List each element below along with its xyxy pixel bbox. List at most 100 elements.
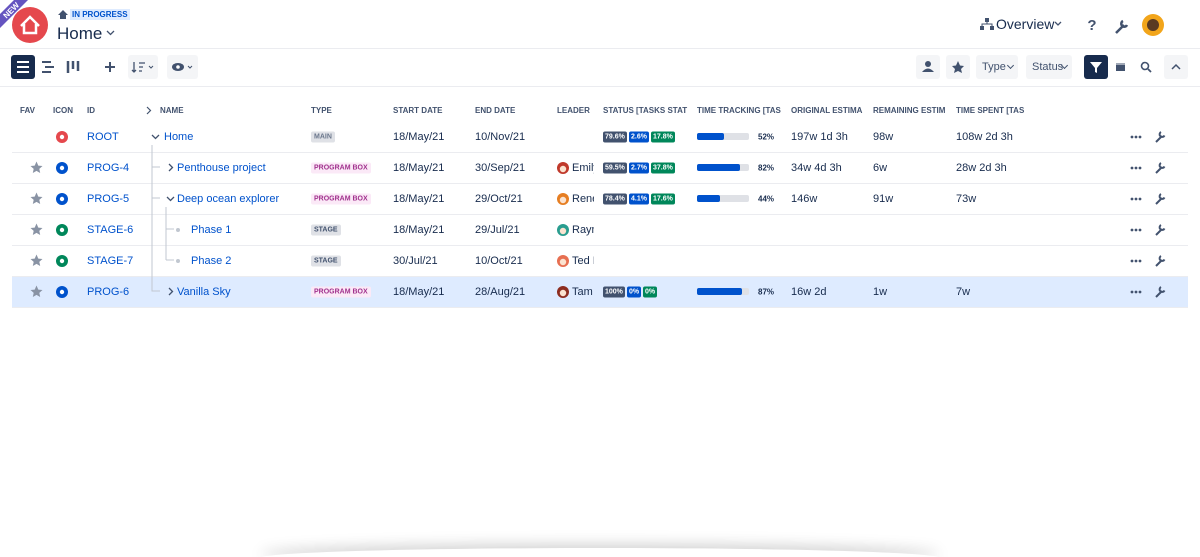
end-date: 10/Nov/21 — [475, 131, 526, 143]
column-header: TYPE — [311, 106, 332, 115]
item-id[interactable]: ROOT — [87, 131, 119, 143]
tree-dot — [176, 259, 180, 263]
item-id[interactable]: PROG-4 — [87, 162, 130, 174]
expand-chevron[interactable] — [166, 287, 175, 296]
view-switcher[interactable]: Overview — [996, 16, 1055, 32]
table-row[interactable]: PROG-5 Deep ocean explorer PROGRAM BOX 18/M… — [12, 184, 1188, 215]
item-icon — [56, 286, 68, 298]
table-row[interactable]: PROG-4 Penthouse project PROGRAM BOX 18/May… — [12, 153, 1188, 184]
hierarchy-icon — [980, 18, 994, 30]
status-badge: 2.7% — [629, 162, 649, 174]
progress-track — [697, 164, 749, 171]
type-badge: PROGRAM BOX — [311, 162, 371, 174]
leader-name: Ted I — [572, 255, 594, 267]
row-actions[interactable] — [1128, 222, 1170, 238]
table-row[interactable]: STAGE-7 Phase 2 STAGE 30/Jul/21 10/Oct/21 Ted… — [12, 246, 1188, 277]
table-row[interactable]: PROG-6 Vanilla Sky PROGRAM BOX 18/May/21 28/… — [12, 277, 1188, 308]
item-name[interactable]: Phase 1 — [191, 224, 232, 236]
leader-avatar — [557, 255, 569, 267]
filter-button[interactable]: Type — [976, 55, 1018, 79]
original-time: 146w — [791, 193, 818, 205]
status-badge: 79.6% — [603, 131, 627, 143]
favorite-star[interactable] — [30, 223, 43, 236]
type-badge: STAGE — [311, 255, 341, 267]
item-name[interactable]: Vanilla Sky — [177, 286, 231, 298]
column-header: ICON — [53, 106, 73, 115]
item-name[interactable]: Penthouse project — [177, 162, 266, 174]
favorite-star[interactable] — [30, 254, 43, 267]
row-actions[interactable] — [1128, 129, 1170, 145]
expand-chevron[interactable] — [166, 163, 175, 172]
progress-fill — [697, 133, 725, 140]
logo — [0, 0, 48, 43]
leader-avatar — [557, 224, 569, 236]
item-id[interactable]: PROG-5 — [87, 193, 130, 205]
column-header: NAME — [160, 106, 184, 115]
table-row[interactable]: ROOT Home MAIN 18/May/21 10/Nov/21 79.6% 2.6% 1… — [12, 122, 1188, 153]
start-date: 18/May/21 — [393, 193, 445, 205]
column-header: REMAINING ESTIM — [873, 106, 946, 115]
end-date: 29/Jul/21 — [475, 224, 520, 236]
item-id[interactable]: PROG-6 — [87, 286, 130, 298]
chevron — [146, 106, 152, 115]
row-actions[interactable] — [1128, 253, 1170, 269]
item-name[interactable]: Deep ocean explorer — [177, 193, 280, 205]
expand-chevron[interactable] — [151, 132, 160, 141]
spent-time: 28w 2d 3h — [956, 162, 1007, 174]
page-title[interactable]: Home — [57, 24, 103, 43]
progress-label: 87% — [758, 287, 775, 297]
leader-name: Tam — [572, 286, 593, 298]
column-header: END DATE — [475, 106, 516, 115]
leader-name: Rene — [572, 193, 594, 205]
end-date: 10/Oct/21 — [475, 255, 523, 267]
row-actions[interactable] — [1128, 284, 1170, 300]
expand-chevron[interactable] — [166, 194, 175, 203]
leader-avatar — [557, 162, 569, 174]
spent-time: 108w 2d 3h — [956, 131, 1013, 143]
chevron — [106, 30, 115, 36]
item-name[interactable]: Home — [164, 131, 194, 143]
favorite-star[interactable] — [30, 161, 43, 174]
item-name[interactable]: Phase 2 — [191, 255, 232, 267]
favorite-star[interactable] — [30, 192, 43, 205]
end-date: 29/Oct/21 — [475, 193, 523, 205]
status-badge: 4.1% — [629, 193, 649, 205]
progress-track — [697, 133, 749, 140]
row-actions[interactable] — [1128, 191, 1170, 207]
filter-button[interactable]: Status — [1026, 55, 1072, 79]
toolbar-buttons[interactable] — [1084, 55, 1189, 79]
remaining-time: 98w — [873, 131, 894, 143]
item-icon — [56, 224, 68, 236]
progress-fill — [697, 164, 740, 171]
status-badge: 78.4% — [603, 193, 627, 205]
column-header: TIME TRACKING [TAS — [697, 106, 781, 115]
column-header: ID — [87, 106, 95, 115]
filter-label: Status — [1032, 61, 1064, 73]
row-actions[interactable] — [1128, 160, 1170, 176]
toolbar-buttons[interactable] — [916, 55, 972, 79]
table-row[interactable]: STAGE-6 Phase 1 STAGE 18/May/21 29/Jul/21 Ray… — [12, 215, 1188, 246]
item-icon — [56, 255, 68, 267]
chevron — [1054, 21, 1062, 26]
column-header: FAV — [20, 106, 35, 115]
start-date: 18/May/21 — [393, 286, 445, 298]
view-buttons[interactable] — [37, 55, 87, 79]
toolbar-buttons[interactable] — [98, 55, 198, 79]
column-header: START DATE — [393, 106, 443, 115]
status-badge: 0% — [627, 286, 642, 298]
favorite-star[interactable] — [30, 285, 43, 298]
start-date: 18/May/21 — [393, 224, 445, 236]
item-id[interactable]: STAGE-7 — [87, 255, 134, 267]
item-id[interactable]: STAGE-6 — [87, 224, 134, 236]
home-icon — [58, 10, 68, 19]
tree-line — [151, 145, 174, 292]
tree-dot — [176, 228, 180, 232]
spent-time: 73w — [956, 193, 977, 205]
type-badge: MAIN — [311, 131, 335, 143]
list-view-button[interactable] — [11, 55, 35, 79]
item-icon — [56, 193, 68, 205]
status-badge: 37.8% — [651, 162, 675, 174]
type-badge: STAGE — [311, 224, 341, 236]
header-actions[interactable]: ? — [1080, 12, 1170, 38]
